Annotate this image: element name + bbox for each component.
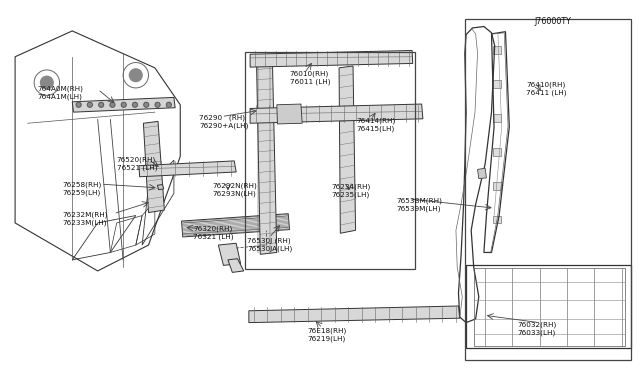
Circle shape (40, 76, 53, 89)
Text: 764A0M(RH)
764A1M(LH): 764A0M(RH) 764A1M(LH) (37, 86, 83, 100)
Circle shape (121, 102, 126, 107)
Circle shape (129, 69, 142, 81)
Circle shape (166, 102, 172, 107)
Bar (493, 46, 501, 54)
Bar (493, 80, 501, 87)
Bar (493, 148, 501, 155)
Circle shape (76, 102, 81, 107)
Polygon shape (182, 214, 289, 237)
Text: 76E18(RH)
76219(LH): 76E18(RH) 76219(LH) (307, 327, 346, 341)
Text: 76410(RH)
76411 (LH): 76410(RH) 76411 (LH) (527, 82, 567, 96)
Text: J76000TY: J76000TY (534, 17, 571, 26)
Bar (465, 19, 631, 359)
Text: 76232M(RH)
76233M(LH): 76232M(RH) 76233M(LH) (63, 211, 108, 225)
Text: 76520(RH)
76521 (LH): 76520(RH) 76521 (LH) (116, 157, 157, 171)
Circle shape (99, 102, 104, 107)
Polygon shape (250, 104, 423, 123)
Bar (493, 182, 501, 189)
Bar (493, 215, 501, 224)
Polygon shape (339, 66, 356, 233)
Text: 7653BM(RH)
76539M(LH): 7653BM(RH) 76539M(LH) (396, 197, 442, 212)
Text: 76234(RH)
76235(LH): 76234(RH) 76235(LH) (332, 183, 371, 198)
Polygon shape (139, 161, 236, 177)
Circle shape (155, 102, 160, 107)
Circle shape (88, 102, 92, 107)
Text: 76292N(RH)
76293N(LH): 76292N(RH) 76293N(LH) (212, 182, 257, 197)
Polygon shape (218, 243, 241, 265)
Bar (493, 113, 501, 122)
Text: 76320(RH)
76321 (LH): 76320(RH) 76321 (LH) (193, 226, 234, 240)
Text: 76258(RH)
76259(LH): 76258(RH) 76259(LH) (63, 182, 102, 196)
Polygon shape (477, 168, 486, 179)
Text: 76290   (RH)
76290+A(LH): 76290 (RH) 76290+A(LH) (199, 114, 249, 128)
Text: 76010(RH)
76011 (LH): 76010(RH) 76011 (LH) (289, 71, 330, 85)
Polygon shape (72, 97, 175, 112)
Text: 76530J (RH)
76530JA(LH): 76530J (RH) 76530JA(LH) (247, 238, 292, 252)
Circle shape (144, 102, 148, 107)
Text: 76032(RH)
76033(LH): 76032(RH) 76033(LH) (517, 322, 556, 336)
Circle shape (132, 102, 138, 107)
Polygon shape (228, 259, 244, 272)
Polygon shape (277, 104, 302, 124)
Polygon shape (143, 121, 164, 212)
Bar (245, 52, 415, 269)
Text: 76414(RH)
76415(LH): 76414(RH) 76415(LH) (357, 118, 396, 132)
Circle shape (110, 102, 115, 107)
Polygon shape (157, 185, 164, 190)
Polygon shape (250, 51, 413, 67)
Polygon shape (257, 59, 277, 254)
Polygon shape (249, 306, 460, 323)
